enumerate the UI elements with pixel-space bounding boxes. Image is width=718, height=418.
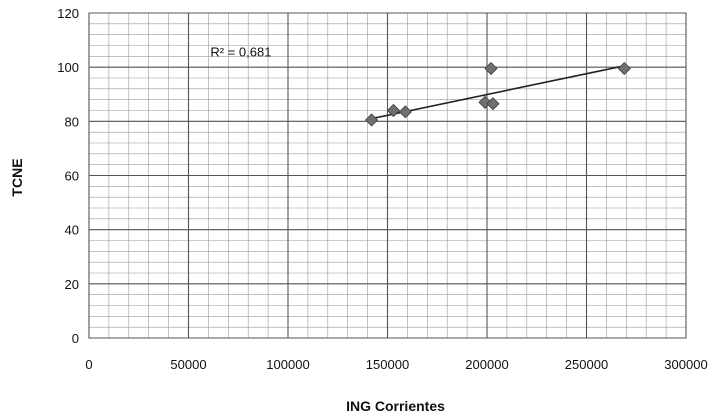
x-axis-title: ING Corrientes [346, 398, 445, 414]
x-tick-label: 50000 [170, 357, 206, 372]
data-points-layer [365, 61, 631, 127]
y-tick-label: 40 [65, 223, 79, 238]
major-gridlines [88, 12, 687, 339]
data-point-marker [398, 105, 412, 119]
x-tick-label: 300000 [664, 357, 707, 372]
data-point-marker [365, 113, 379, 127]
y-tick-label: 0 [72, 331, 79, 346]
y-tick-label: 120 [57, 6, 79, 21]
plot-area-frame [88, 12, 687, 339]
x-axis-tick-labels: 0 50000 100000 150000 200000 250000 300000 [85, 357, 707, 372]
x-tick-label: 200000 [465, 357, 508, 372]
data-point-marker [484, 61, 498, 76]
y-tick-label: 80 [65, 114, 79, 129]
x-tick-label: 250000 [565, 357, 608, 372]
data-point-marker [486, 97, 500, 111]
annotation-layer: R² = 0,681 [210, 44, 271, 59]
linear-trendline [371, 65, 625, 120]
x-tick-label: 100000 [266, 357, 309, 372]
r-squared-annotation: R² = 0,681 [210, 44, 271, 59]
x-tick-label: 0 [85, 357, 92, 372]
y-tick-label: 60 [65, 169, 79, 184]
x-tick-label: 150000 [366, 357, 409, 372]
data-point-marker [617, 61, 631, 76]
y-tick-label: 100 [57, 60, 79, 75]
trendline-layer [371, 65, 625, 120]
data-point-marker [478, 95, 492, 109]
y-axis-tick-labels: 0 20 40 60 80 100 120 [57, 6, 79, 346]
y-axis-title: TCNE [9, 158, 25, 196]
data-point-marker [386, 103, 401, 118]
y-tick-label: 20 [65, 277, 79, 292]
